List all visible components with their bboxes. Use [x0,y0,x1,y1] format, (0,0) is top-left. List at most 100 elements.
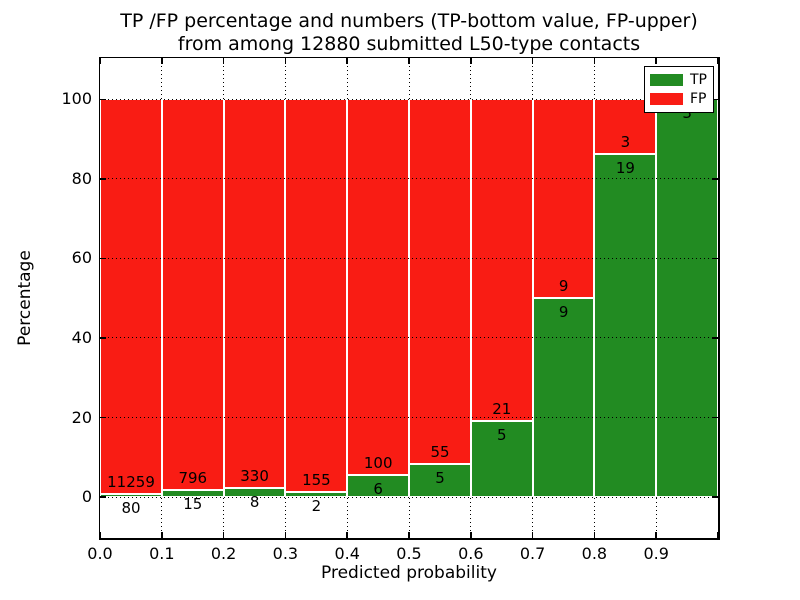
y-tick-label: 80 [71,168,92,188]
fp-count-label: 100 [363,453,393,472]
fp-legend-label: FP [690,91,707,108]
y-tick-label: 100 [61,89,92,109]
tp-bar-segment [409,463,471,498]
x-tick-label: 0.3 [272,544,299,563]
fp-count-label: 796 [178,468,208,487]
y-tick-mark [712,416,718,419]
fp-count-label: 9 [558,277,569,296]
chart-title-line1: TP /FP percentage and numbers (TP-bottom… [120,10,698,32]
y-tick-mark [100,257,106,260]
fp-count-label: 330 [240,466,269,485]
tp-bar-segment [532,298,595,498]
tp-count-label: 80 [121,499,141,518]
y-tick-mark [712,337,718,339]
fp-bar-segment [532,99,595,299]
tp-count-label: 15 [183,494,203,513]
fp-count-label: 3 [620,132,631,151]
y-tick-mark [100,178,106,180]
fp-count-label: 21 [492,399,512,418]
fp-bar-segment [409,99,471,464]
tp-bar-segment [161,489,224,498]
x-tick-label: 0.5 [396,544,422,563]
y-tick-label: 60 [71,248,92,268]
x-tick-mark [531,532,534,538]
x-tick-label: 0.2 [210,544,237,563]
y-tick-label: 20 [71,407,92,427]
fp-bar-segment [161,99,224,490]
tp-bar-segment [470,420,533,498]
h-gridline [100,417,718,418]
y-tick-mark [712,98,718,101]
x-tick-mark [99,532,101,538]
tp-count-label: 5 [435,468,445,487]
legend-entry-tp: TP [650,71,708,89]
x-tick-mark [99,58,101,64]
x-tick-label: 0.4 [334,544,360,563]
tp-count-label: 9 [558,303,569,322]
x-tick-mark [593,532,596,538]
h-gridline [100,337,718,339]
x-tick-mark [284,532,287,538]
x-tick-mark [408,532,410,538]
tp-bar-segment [656,99,718,498]
fp-bar-segment [347,99,409,475]
left-spine [98,58,100,540]
legend-entry-fp: FP [650,90,708,108]
y-tick-mark [100,98,106,101]
fp-bar-segment [223,99,286,488]
tp-count-label: 8 [249,492,260,511]
x-tick-label: 0.1 [149,544,175,563]
x-tick-mark [222,58,225,64]
tp-count-label: 6 [373,479,383,498]
tp-count-label: 19 [615,158,635,177]
tp-count-label: 5 [497,425,507,444]
x-tick-mark [531,58,534,64]
tp-count-label: 2 [311,496,322,515]
x-tick-mark [222,532,225,538]
chart-title-line2: from among 12880 submitted L50-type cont… [177,33,641,55]
y-tick-mark [100,496,106,498]
bottom-spine [98,538,720,540]
x-tick-label: 0.8 [581,544,608,563]
h-gridline [100,257,718,259]
x-tick-mark [161,58,163,64]
h-gridline [100,496,718,498]
tp-bar-segment [285,491,348,498]
fp-bar-segment [100,99,162,495]
fp-count-label: 55 [430,442,450,461]
x-tick-mark [655,58,657,64]
y-tick-label: 0 [81,487,92,507]
tp-legend-label: TP [690,71,707,88]
x-tick-mark [408,58,410,64]
x-axis-label: Predicted probability [321,563,497,583]
x-tick-mark [717,532,719,538]
y-tick-mark [712,496,718,498]
x-tick-mark [346,58,348,64]
tp-bar-segment [223,487,286,498]
x-tick-label: 0.0 [87,544,113,563]
tp-bar-segment [594,153,657,498]
fp-count-label: 11259 [107,473,155,492]
x-tick-mark [717,58,719,64]
top-spine [98,56,720,58]
y-tick-mark [100,337,106,339]
y-tick-label: 40 [71,327,92,347]
tp-bar-segment [347,474,409,498]
x-tick-mark [470,58,472,64]
tp-count-label: 3 [682,104,692,123]
y-axis-label: Percentage [15,250,35,346]
chart-title: TP /FP percentage and numbers (TP-bottom… [59,10,759,56]
y-tick-mark [100,416,106,419]
x-tick-label: 0.7 [519,544,546,563]
h-gridline [100,178,718,180]
legend: TP FP [644,66,714,113]
x-tick-mark [655,532,657,538]
x-tick-mark [161,532,163,538]
x-tick-label: 0.9 [643,544,669,563]
x-tick-mark [284,58,287,64]
x-tick-mark [593,58,596,64]
x-tick-label: 0.6 [458,544,484,563]
x-tick-mark [346,532,348,538]
h-gridline [100,98,718,100]
